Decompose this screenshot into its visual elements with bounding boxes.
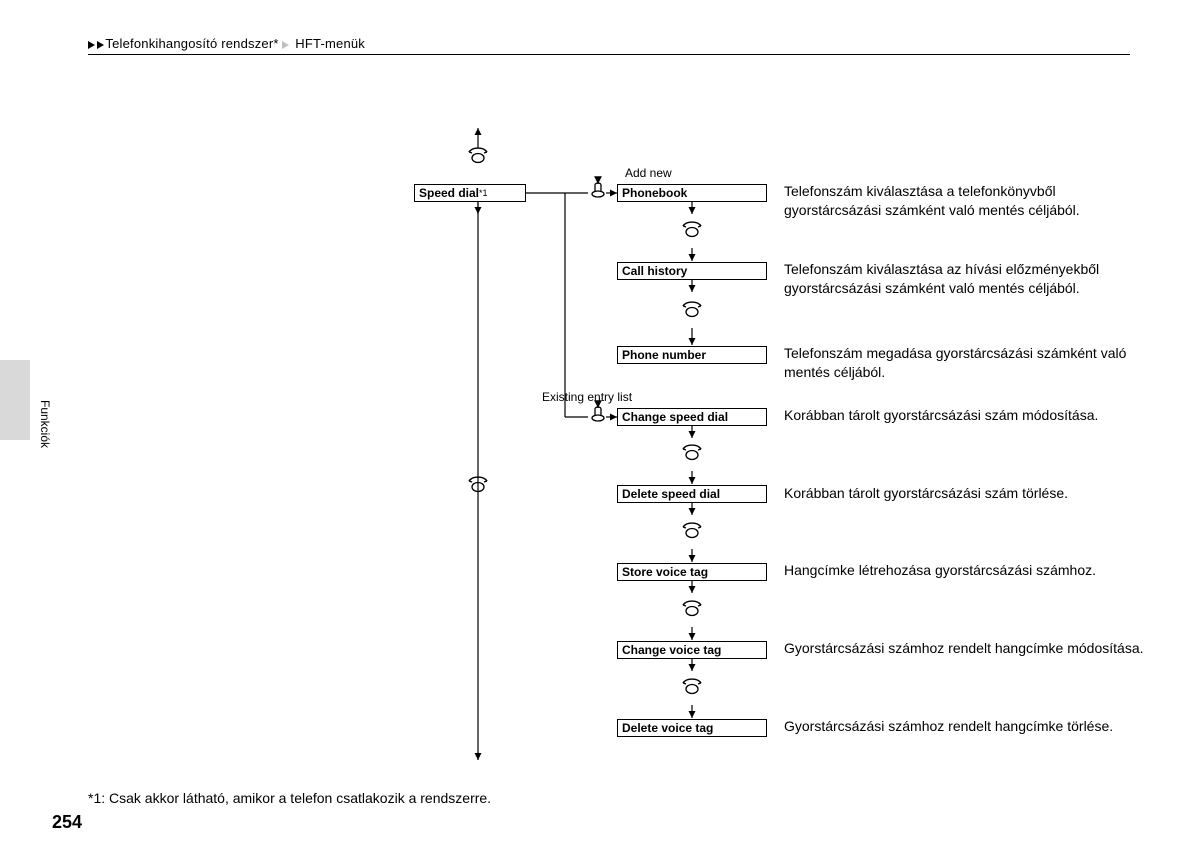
desc-call-history: Telefonszám kiválasztása az hívási előzm… <box>784 260 1154 298</box>
knob-icon <box>683 302 701 316</box>
desc-delete-voice-tag: Gyorstárcsázási számhoz rendelt hangcímk… <box>784 717 1154 736</box>
knob-icon <box>683 523 701 537</box>
box-delete-speed-dial: Delete speed dial <box>617 485 767 503</box>
box-phonebook: Phonebook <box>617 184 767 202</box>
box-delete-voice-tag: Delete voice tag <box>617 719 767 737</box>
root-box-superscript: *1 <box>479 188 488 198</box>
box-change-voice-tag: Change voice tag <box>617 641 767 659</box>
box-change-speed-dial: Change speed dial <box>617 408 767 426</box>
root-speed-dial-box: Speed dial*1 <box>414 184 526 202</box>
knob-icon <box>683 601 701 615</box>
desc-phonebook: Telefonszám kiválasztása a telefonkönyvb… <box>784 182 1154 220</box>
box-call-history: Call history <box>617 262 767 280</box>
box-phone-number: Phone number <box>617 346 767 364</box>
box-store-voice-tag: Store voice tag <box>617 563 767 581</box>
desc-change-voice-tag: Gyorstárcsázási számhoz rendelt hangcímk… <box>784 639 1154 658</box>
label-add-new: Add new <box>625 166 672 180</box>
root-box-text: Speed dial <box>419 186 479 200</box>
label-existing-entry: Existing entry list <box>542 390 632 404</box>
desc-store-voice-tag: Hangcímke létrehozása gyorstárcsázási sz… <box>784 561 1154 580</box>
knob-icon <box>683 222 701 236</box>
flow-diagram: Speed dial*1 Add new Existing entry list… <box>0 0 1200 847</box>
desc-delete-speed-dial: Korábban tárolt gyorstárcsázási szám tör… <box>784 484 1154 503</box>
desc-phone-number: Telefonszám megadása gyorstárcsázási szá… <box>784 344 1154 382</box>
push-icon <box>592 404 604 421</box>
push-icon <box>592 180 604 197</box>
desc-change-speed-dial: Korábban tárolt gyorstárcsázási szám mód… <box>784 406 1154 425</box>
knob-icon <box>683 679 701 693</box>
knob-icon <box>683 445 701 459</box>
knob-icon <box>469 148 487 162</box>
